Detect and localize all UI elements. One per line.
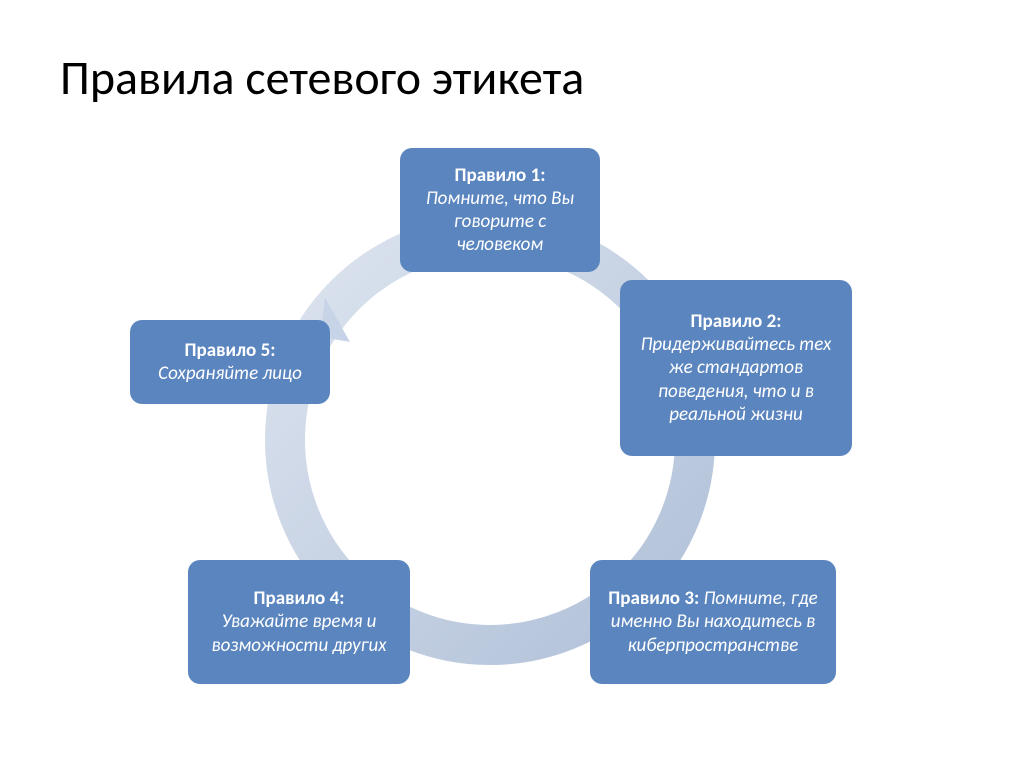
- cycle-diagram: Правило 1: Помните, что Вы говорите с че…: [0, 0, 1024, 767]
- rule-body: Уважайте время и возможности других: [198, 610, 400, 656]
- rule-text: Правило 3: Помните, где именно Вы находи…: [600, 587, 826, 657]
- slide: Правила сетевого этикета Правило 1: Помн…: [0, 0, 1024, 767]
- rule-node-5: Правило 5: Сохраняйте лицо: [130, 320, 330, 404]
- rule-node-3: Правило 3: Помните, где именно Вы находи…: [590, 560, 836, 684]
- rule-title: Правило 2:: [691, 310, 782, 333]
- rule-title: Правило 5:: [185, 339, 276, 362]
- rule-body: Сохраняйте лицо: [158, 362, 302, 385]
- rule-body: Помните, что Вы говорите с человеком: [410, 187, 590, 257]
- rule-node-1: Правило 1: Помните, что Вы говорите с че…: [400, 148, 600, 272]
- rule-title: Правило 3:: [608, 587, 703, 610]
- rule-node-2: Правило 2: Придерживайтесь тех же станда…: [620, 280, 852, 456]
- rule-title: Правило 4:: [254, 587, 345, 610]
- rule-node-4: Правило 4: Уважайте время и возможности …: [188, 560, 410, 684]
- rule-body: Придерживайтесь тех же стандартов поведе…: [630, 333, 842, 426]
- rule-title: Правило 1:: [455, 164, 546, 187]
